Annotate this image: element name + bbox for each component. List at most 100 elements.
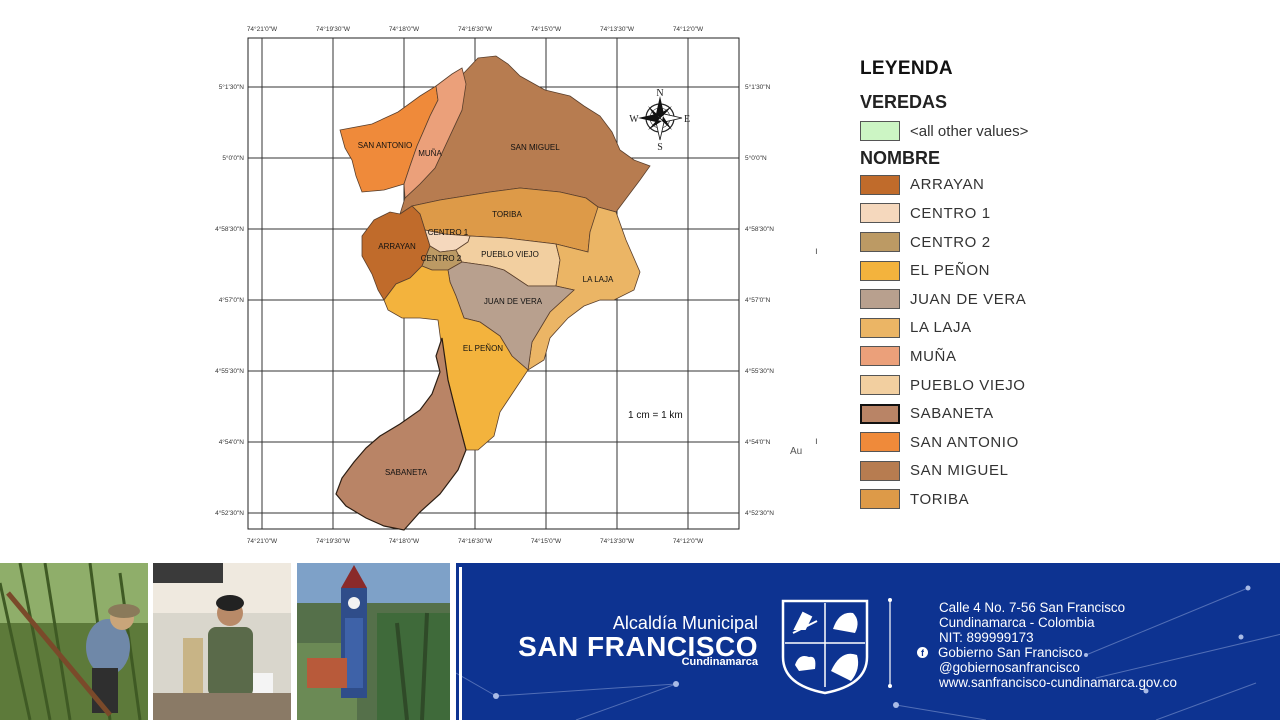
- legend-item: CENTRO 2: [860, 228, 1120, 257]
- label-muna: MUÑA: [418, 149, 442, 158]
- label-centro1: CENTRO 1: [428, 228, 469, 237]
- left-tick-label: 4°55'30"N: [215, 367, 244, 375]
- right-tick-label: 4°58'30"N: [745, 225, 774, 233]
- legend-swatch: [860, 260, 900, 281]
- bottom-tick-label: 74°13'30"W: [600, 537, 635, 545]
- top-tick-label: 74°15'0"W: [531, 25, 562, 33]
- legend-label: MUÑA: [910, 347, 957, 365]
- legend-label: TORIBA: [910, 490, 970, 508]
- bottom-tick-label: 74°19'30"W: [316, 537, 351, 545]
- contact-handle: @gobiernosanfrancisco: [939, 660, 1080, 675]
- contact-address: Calle 4 No. 7-56 San Francisco: [939, 600, 1126, 615]
- contact-info: Calle 4 No. 7-56 San Francisco Cundinama…: [917, 600, 1177, 690]
- left-tick-label: 4°58'30"N: [215, 225, 244, 233]
- scale-text: 1 cm = 1 km: [628, 410, 683, 421]
- legend-items: ARRAYAN CENTRO 1 CENTRO 2 EL PEÑON JUAN DE V…: [860, 171, 1120, 514]
- legend-veredas-heading: VEREDAS: [860, 92, 948, 112]
- legend-item: LA LAJA: [860, 314, 1120, 343]
- legend-item: SABANETA: [860, 399, 1120, 428]
- right-tick-label: 4°52'30"N: [745, 509, 774, 517]
- legend-item: SAN MIGUEL: [860, 457, 1120, 486]
- region-el-penon: [383, 265, 529, 451]
- right-tick-label: 4°54'0"N: [745, 438, 771, 446]
- top-tick-label: 74°16'30"W: [458, 25, 493, 33]
- top-tick-label: 74°19'30"W: [316, 25, 351, 33]
- compass-rose-icon: N S E W: [629, 88, 690, 153]
- right-tick-label: 5°1'30"N: [745, 83, 771, 91]
- legend-item: JUAN DE VERA: [860, 285, 1120, 314]
- stray-mark: ı: [815, 246, 818, 257]
- bottom-tick-label: 74°18'0"W: [389, 537, 420, 545]
- farmer-photo: [0, 563, 148, 720]
- contact-facebook: f Gobierno San Francisco: [917, 645, 1177, 660]
- brand-region: Cundinamarca: [681, 656, 758, 668]
- footer: Alcaldía Municipal SAN FRANCISCO Cundina…: [0, 563, 1280, 720]
- region-la-laja: [527, 206, 641, 371]
- legend-label: ARRAYAN: [910, 176, 985, 194]
- label-toriba: TORIBA: [492, 210, 522, 219]
- label-centro2: CENTRO 2: [421, 254, 462, 263]
- footer-divider: [459, 567, 462, 720]
- legend-label: SAN ANTONIO: [910, 433, 1019, 451]
- legend-label: SABANETA: [910, 405, 994, 423]
- compass-s: S: [657, 142, 663, 153]
- legend-item: CENTRO 1: [860, 199, 1120, 228]
- legend-swatch: [860, 375, 900, 396]
- legend-item: PUEBLO VIEJO: [860, 371, 1120, 400]
- facebook-name: Gobierno San Francisco: [938, 645, 1083, 660]
- legend-swatch: [860, 121, 900, 142]
- left-tick-label: 5°0'0"N: [222, 154, 244, 162]
- bottom-tick-label: 74°15'0"W: [531, 537, 562, 545]
- brand-line1: Alcaldía Municipal: [612, 613, 758, 633]
- legend-label: CENTRO 1: [910, 204, 991, 222]
- church-photo: [297, 563, 450, 720]
- label-la-laja: LA LAJA: [583, 275, 614, 284]
- left-tick-label: 4°57'0"N: [219, 296, 245, 304]
- legend-item: MUÑA: [860, 342, 1120, 371]
- network-pattern: [456, 585, 1280, 720]
- legend-swatch: [860, 432, 900, 453]
- label-san-antonio: SAN ANTONIO: [358, 141, 413, 150]
- left-tick-label: 4°52'30"N: [215, 509, 244, 517]
- legend-label: EL PEÑON: [910, 262, 991, 280]
- legend-label: JUAN DE VERA: [910, 290, 1027, 308]
- legend-swatch: [860, 489, 900, 510]
- legend-title: LEYENDA: [860, 58, 953, 79]
- brand-name: SAN FRANCISCO: [518, 631, 758, 662]
- footer-banner: Alcaldía Municipal SAN FRANCISCO Cundina…: [456, 563, 1280, 720]
- map-figure: SAN ANTONIO MUÑA SAN MIGUEL TORIBA ARRAY…: [215, 25, 774, 545]
- top-tick-label: 74°18'0"W: [389, 25, 420, 33]
- right-tick-label: 5°0'0"N: [745, 154, 767, 162]
- compass-n: N: [656, 88, 663, 99]
- legend-label: SAN MIGUEL: [910, 462, 1009, 480]
- region-sabaneta: [335, 337, 467, 531]
- legend-label: <all other values>: [910, 122, 1029, 140]
- legend-swatch: [860, 232, 900, 253]
- left-tick-label: 5°1'30"N: [219, 83, 245, 91]
- legend-swatch: [860, 346, 900, 367]
- legend-item: EL PEÑON: [860, 256, 1120, 285]
- compass-e: E: [684, 114, 690, 125]
- legend-item: SAN ANTONIO: [860, 428, 1120, 457]
- map-frame: [247, 37, 740, 530]
- municipal-crest-icon: [781, 599, 869, 695]
- map-legend: LEYENDA VEREDAS <all other values> NOMBR…: [860, 58, 1120, 514]
- top-tick-label: 74°12'0"W: [673, 25, 704, 33]
- stray-text: Au: [790, 446, 803, 457]
- label-juan-de-vera: JUAN DE VERA: [484, 297, 543, 306]
- compass-w: W: [629, 114, 639, 125]
- contact-website[interactable]: www.sanfrancisco-cundinamarca.gov.co: [939, 675, 1177, 690]
- legend-nombre-heading: NOMBRE: [860, 147, 940, 168]
- right-tick-label: 4°57'0"N: [745, 296, 771, 304]
- legend-item: ARRAYAN: [860, 171, 1120, 200]
- stray-mark: ı: [815, 436, 818, 447]
- divider-line: [888, 598, 892, 688]
- region-muna: [403, 67, 467, 199]
- legend-item: TORIBA: [860, 485, 1120, 514]
- legend-swatch: [860, 460, 900, 481]
- legend-label: CENTRO 2: [910, 233, 991, 251]
- right-tick-label: 4°55'30"N: [745, 367, 774, 375]
- bottom-tick-label: 74°16'30"W: [458, 537, 493, 545]
- bottom-tick-label: 74°21'0"W: [247, 537, 278, 545]
- legend-swatch: [860, 317, 900, 338]
